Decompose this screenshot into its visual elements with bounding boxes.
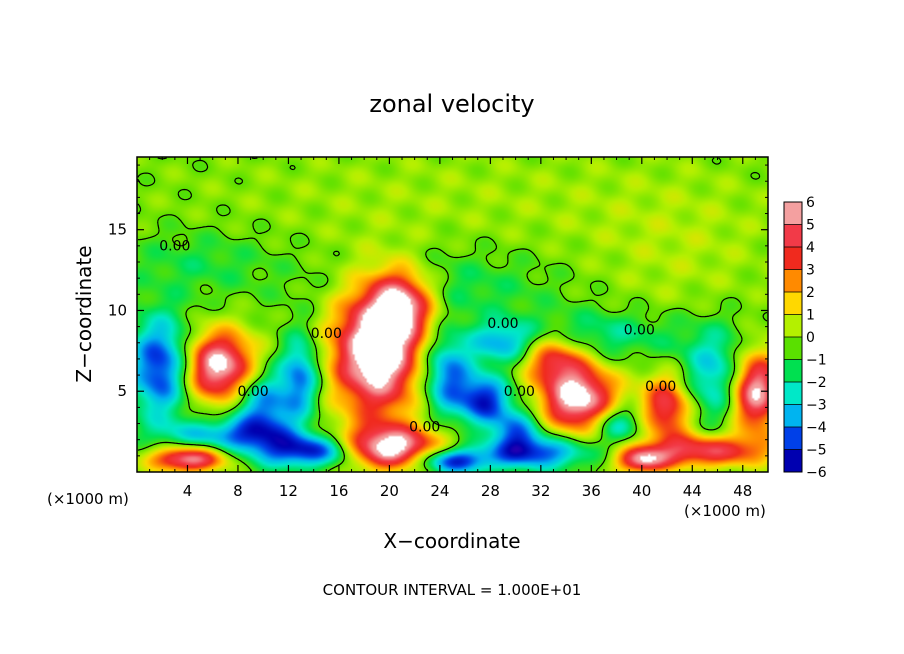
colorbar-swatch [784,202,802,225]
colorbar-swatch [784,247,802,270]
colorbar-label: −5 [806,443,827,459]
y-axis-label: Z−coordinate [72,245,96,382]
colorbar-label: 2 [806,285,815,301]
colorbar-label: −4 [806,420,827,436]
contour-label: 0.00 [624,323,655,339]
heatmap-field [137,157,768,472]
colorbar-label: 3 [806,263,815,279]
colorbar-label: −2 [806,375,827,391]
contour-label: 0.00 [238,384,269,400]
colorbar-label: 6 [806,195,815,211]
colorbar: 6 5 4 3 2 1 0 −1 −2 −3 −4 −5 −6 [783,195,827,481]
colorbar-label: 0 [806,330,815,346]
colorbar-swatch [784,359,802,382]
x-unit-left: (×1000 m) [47,490,129,508]
colorbar-label: −6 [806,465,827,481]
x-tick-label: 32 [531,482,550,500]
colorbar-label: 4 [806,240,815,256]
colorbar-swatch [784,427,802,450]
x-tick-label: 20 [380,482,399,500]
x-tick-label: 8 [233,482,243,500]
zero-contour-line [137,157,768,472]
colorbar-label: −1 [806,353,827,369]
x-tick-label: 36 [582,482,601,500]
y-tick-label: 15 [108,221,127,239]
colorbar-swatch [784,382,802,405]
contour-label: 0.00 [409,420,440,436]
x-tick-label: 28 [481,482,500,500]
colorbar-label: 5 [806,218,815,234]
colorbar-swatch [784,314,802,337]
x-unit-right: (×1000 m) [684,502,766,520]
x-tick-label: 4 [183,482,193,500]
x-tick-label: 44 [683,482,702,500]
contour-label: 0.00 [311,326,342,342]
x-tick-label: 12 [279,482,298,500]
contour-interval-note: CONTOUR INTERVAL = 1.000E+01 [323,581,582,599]
colorbar-label: 1 [806,308,815,324]
colorbar-swatch [784,449,802,472]
x-tick-label: 24 [430,482,449,500]
x-axis-label: X−coordinate [383,529,520,553]
zero-contours [137,157,768,472]
x-tick-label: 40 [632,482,651,500]
y-tick-label: 10 [108,301,127,319]
colorbar-swatch [784,292,802,315]
x-tick-label: 16 [329,482,348,500]
colorbar-swatch [784,337,802,360]
contour-labels: 0.00 0.00 0.00 0.00 0.00 0.00 0.00 0.00 [159,239,676,436]
contour-label: 0.00 [159,239,190,255]
plot-area: 0.000.000.000.000.000.00 0.000.00 4 8 12 16 2… [108,156,769,500]
y-axis-ticks: 5 10 15 [108,164,768,457]
x-axis-ticks: 4 8 12 16 20 24 28 32 36 40 44 48 [149,157,756,500]
contour-label: 0.00 [645,379,676,395]
colorbar-swatch [784,404,802,427]
x-tick-label: 48 [733,482,752,500]
colorbar-swatch [784,224,802,247]
chart-title: zonal velocity [369,90,534,118]
contour-label: 0.00 [487,316,518,332]
contour-label: 0.00 [504,384,535,400]
colorbar-label: −3 [806,398,827,414]
colorbar-swatch [784,269,802,292]
y-tick-label: 5 [117,382,127,400]
